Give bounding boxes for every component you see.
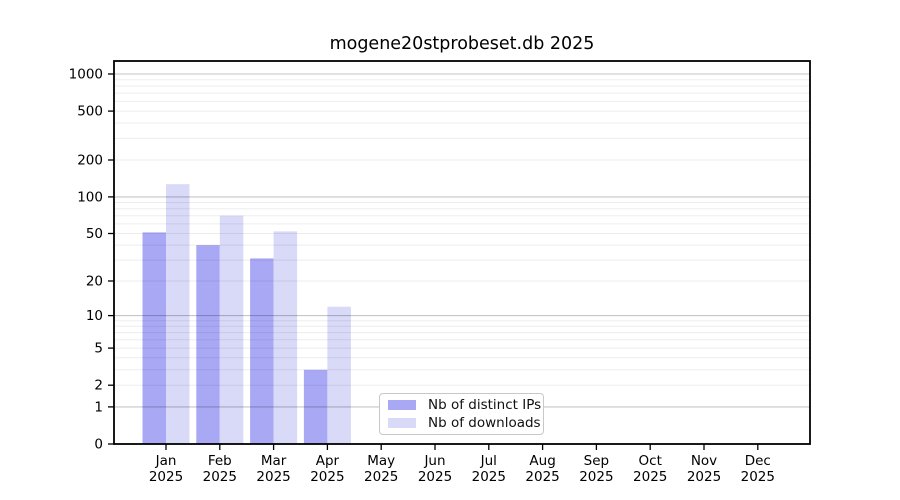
y-tick-label: 0 [94, 437, 103, 453]
bar-downloads-mar [273, 231, 298, 444]
x-tick-label-year: 2025 [687, 469, 721, 485]
x-tick-label-month: Jul [480, 453, 497, 469]
y-tick-label: 10 [86, 308, 103, 324]
x-tick-label-year: 2025 [203, 469, 237, 485]
x-tick-label-year: 2025 [579, 469, 613, 485]
y-tick-label: 100 [77, 189, 103, 205]
y-tick-label: 5 [94, 341, 103, 357]
x-tick-label-month: Jan [155, 453, 177, 469]
x-tick-label-month: Jun [423, 453, 445, 469]
legend-label-downloads: Nb of downloads [428, 414, 541, 431]
x-tick-label-month: Aug [529, 453, 555, 469]
x-tick-label-month: Sep [584, 453, 609, 469]
x-tick-label-year: 2025 [310, 469, 344, 485]
gridlines [114, 73, 810, 408]
bar-distinct-ips-jan [142, 232, 166, 444]
x-tick-label-year: 2025 [418, 469, 452, 485]
y-tick-label: 50 [86, 226, 103, 242]
x-tick-label-year: 2025 [741, 469, 775, 485]
legend: Nb of distinct IPs Nb of downloads [379, 393, 544, 435]
y-tick-label: 200 [77, 153, 103, 169]
bar-downloads-apr [327, 306, 351, 444]
x-tick-label-year: 2025 [525, 469, 559, 485]
legend-item-downloads: Nb of downloads [388, 415, 541, 431]
bar-distinct-ips-feb [196, 245, 220, 444]
x-tick-label-month: Feb [208, 453, 232, 469]
x-tick-label-month: May [367, 453, 395, 469]
chart-title: mogene20stprobeset.db 2025 [329, 34, 595, 54]
x-tick-label-year: 2025 [149, 469, 183, 485]
bar-downloads-feb [219, 215, 244, 444]
legend-item-distinct-ips: Nb of distinct IPs [388, 397, 541, 413]
y-tick-label: 1000 [69, 67, 103, 83]
x-tick-label-year: 2025 [256, 469, 290, 485]
legend-swatch-downloads [388, 417, 416, 428]
x-tick-label-year: 2025 [633, 469, 667, 485]
x-tick-label-month: Apr [316, 453, 340, 469]
y-tick-label: 1 [94, 399, 103, 415]
x-tick-label-year: 2025 [472, 469, 506, 485]
y-tick-label: 500 [77, 104, 103, 120]
x-tick-label-month: Nov [691, 453, 717, 469]
x-tick-label-month: Oct [639, 453, 662, 469]
legend-label-distinct-ips: Nb of distinct IPs [428, 397, 542, 414]
y-tick-label: 20 [86, 274, 103, 290]
plot-frame [113, 60, 811, 445]
y-tick-label: 2 [94, 378, 103, 394]
legend-swatch-distinct-ips [388, 400, 416, 411]
bar-downloads-jan [166, 184, 190, 444]
x-tick-label-month: Dec [745, 453, 771, 469]
x-tick-label-month: Mar [261, 453, 287, 469]
bar-distinct-ips-mar [250, 258, 274, 444]
x-tick-label-year: 2025 [364, 469, 398, 485]
